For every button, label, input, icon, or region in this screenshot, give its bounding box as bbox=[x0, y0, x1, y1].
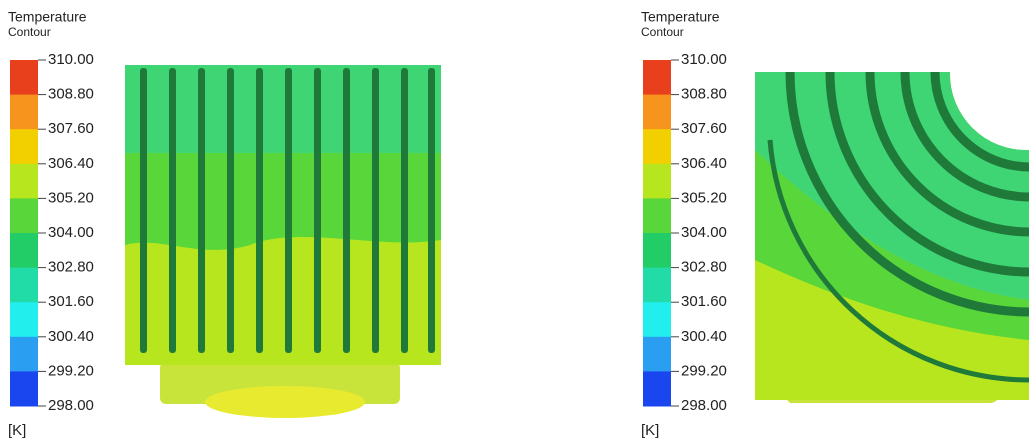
legend-band bbox=[10, 336, 38, 372]
legend-band bbox=[10, 129, 38, 165]
right-contour bbox=[755, 72, 1029, 403]
legend-label: 302.80 bbox=[681, 259, 727, 276]
legend-label: 304.00 bbox=[48, 224, 94, 241]
legend-label: 300.40 bbox=[48, 328, 94, 345]
legend-label: 308.80 bbox=[48, 86, 94, 103]
legend-subtitle: Contour bbox=[8, 25, 51, 39]
legend-label: 310.00 bbox=[48, 51, 94, 68]
legend-band bbox=[10, 94, 38, 130]
legend-band bbox=[643, 302, 671, 338]
legend-band bbox=[10, 267, 38, 303]
legend-label: 306.40 bbox=[681, 155, 727, 172]
legend-unit: [K] bbox=[641, 422, 659, 439]
legend-title: Temperature bbox=[641, 9, 720, 25]
legend-band bbox=[643, 198, 671, 234]
legend-title: Temperature bbox=[8, 9, 87, 25]
legend-band bbox=[10, 233, 38, 269]
legend-label: 298.00 bbox=[48, 397, 94, 414]
legend-band bbox=[643, 371, 671, 407]
legend-subtitle: Contour bbox=[641, 25, 684, 39]
legend-band bbox=[643, 60, 671, 96]
legend-band bbox=[643, 336, 671, 372]
legend-band bbox=[643, 267, 671, 303]
legend-band bbox=[643, 163, 671, 199]
legend-label: 308.80 bbox=[681, 86, 727, 103]
legend-label: 307.60 bbox=[681, 120, 727, 137]
legend-label: 301.60 bbox=[681, 293, 727, 310]
legend-label: 298.00 bbox=[681, 397, 727, 414]
legend-band bbox=[10, 60, 38, 96]
legend-band bbox=[10, 198, 38, 234]
legend-label: 307.60 bbox=[48, 120, 94, 137]
legend-label: 310.00 bbox=[681, 51, 727, 68]
legend-label: 305.20 bbox=[681, 189, 727, 206]
legend-band bbox=[643, 233, 671, 269]
legend-band bbox=[10, 371, 38, 407]
legend-label: 300.40 bbox=[681, 328, 727, 345]
legend-band bbox=[643, 94, 671, 130]
left-contour bbox=[125, 65, 441, 418]
legend-band bbox=[10, 163, 38, 199]
legend-label: 302.80 bbox=[48, 259, 94, 276]
legend-label: 301.60 bbox=[48, 293, 94, 310]
legend-label: 304.00 bbox=[681, 224, 727, 241]
legend-unit: [K] bbox=[8, 422, 26, 439]
legend-label: 305.20 bbox=[48, 189, 94, 206]
legend-band bbox=[643, 129, 671, 165]
legend-label: 299.20 bbox=[681, 362, 727, 379]
legend-label: 306.40 bbox=[48, 155, 94, 172]
legend-band bbox=[10, 302, 38, 338]
legend-label: 299.20 bbox=[48, 362, 94, 379]
